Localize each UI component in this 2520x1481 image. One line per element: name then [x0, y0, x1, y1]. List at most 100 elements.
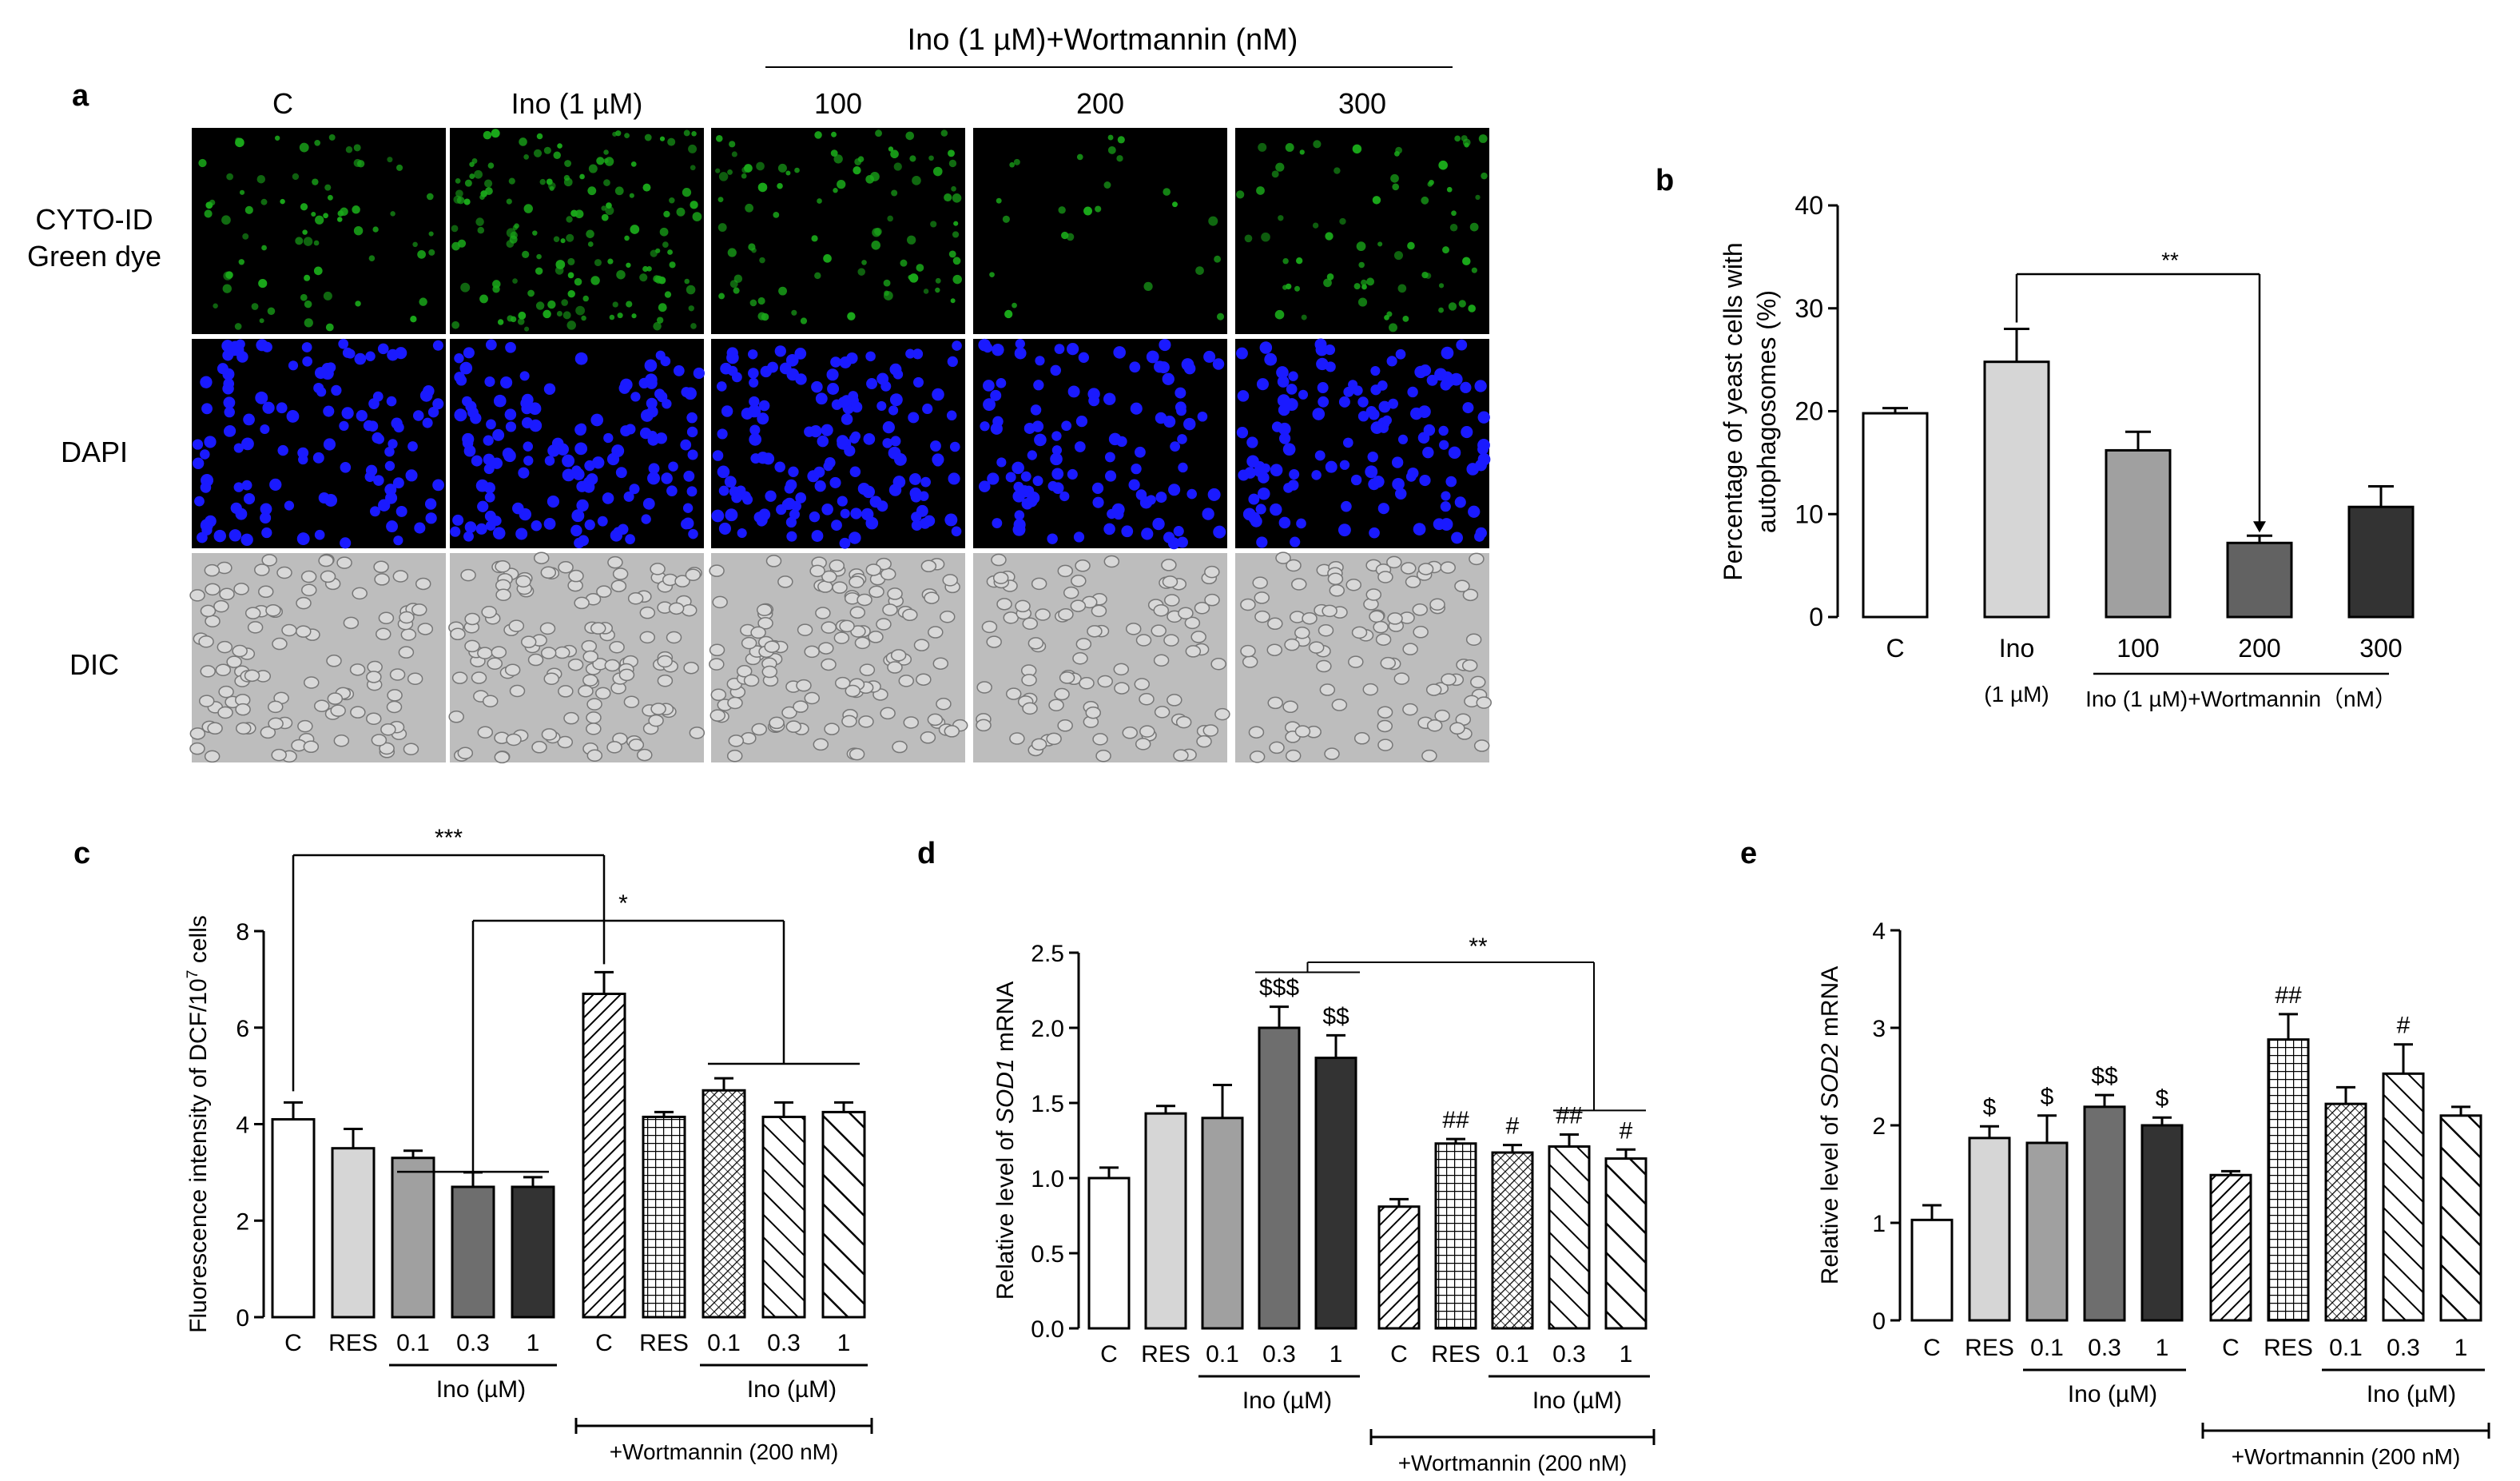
group-label: Ino (µM)	[747, 1376, 837, 1403]
cell-spot	[1117, 136, 1125, 144]
cell-outline	[821, 658, 837, 671]
nucleus-spot	[687, 449, 698, 460]
cell-outline	[481, 606, 497, 619]
cell-spot	[951, 185, 956, 192]
category-label: 0.3	[2088, 1335, 2121, 1361]
nucleus-spot	[233, 482, 244, 492]
cell-spot	[1357, 297, 1368, 307]
cell-spot	[1143, 281, 1153, 292]
y-tick-label: 3	[1872, 1016, 1886, 1042]
nucleus-spot	[1381, 415, 1392, 425]
cell-spot	[639, 273, 648, 282]
cell-outline	[868, 585, 884, 599]
cell-outline	[267, 700, 284, 714]
cell-spot	[483, 130, 492, 140]
nucleus-spot	[821, 424, 833, 436]
cell-spot	[794, 167, 800, 173]
nucleus-spot	[629, 484, 640, 495]
bar	[2382, 1072, 2425, 1322]
cell-spot	[295, 237, 304, 245]
cell-spot	[887, 215, 893, 222]
nucleus-spot	[1197, 411, 1208, 422]
cell-outline	[207, 722, 223, 735]
cell-outline	[205, 615, 221, 627]
cell-outline	[913, 639, 930, 651]
cell-spot	[663, 210, 670, 218]
cell-outline	[586, 723, 602, 735]
cell-outline	[1386, 555, 1402, 569]
cell-spot	[749, 299, 757, 307]
cell-outline	[533, 551, 550, 564]
y-tick-label: 0	[1809, 603, 1823, 631]
cell-outline	[464, 639, 480, 653]
cell-spot	[616, 269, 626, 280]
micrograph-panel: a Ino (1 µM)+Wortmannin (nM) C Ino (1 µM)…	[27, 23, 1493, 764]
nucleus-spot	[1258, 472, 1270, 484]
category-label: 1	[2454, 1335, 2468, 1361]
nucleus-spot	[269, 478, 282, 492]
cell-outline	[709, 709, 726, 722]
nucleus-spot	[1451, 531, 1463, 544]
nucleus-spot	[230, 502, 242, 514]
nucleus-spot	[523, 441, 533, 452]
cell-outline	[477, 726, 494, 739]
nucleus-spot	[783, 497, 796, 510]
nucleus-spot	[1339, 460, 1350, 470]
nucleus-spot	[786, 531, 797, 542]
cell-outline	[1048, 699, 1064, 711]
cell-spot	[1296, 257, 1303, 265]
cell-outline	[1046, 732, 1062, 746]
nucleus-spot	[642, 497, 655, 510]
wortmannin-label: +Wortmannin (200 nM)	[1398, 1451, 1628, 1475]
cell-outline	[582, 674, 598, 687]
cell-spot	[548, 181, 556, 190]
cell-outline	[639, 631, 656, 644]
nucleus-spot	[1113, 346, 1126, 359]
cell-spot	[311, 211, 316, 217]
nucleus-spot	[892, 476, 906, 488]
nucleus-spot	[731, 492, 742, 504]
cell-outline	[1465, 633, 1482, 646]
cell-spot	[1294, 285, 1300, 292]
cell-outline	[407, 672, 423, 686]
cell-spot	[1451, 210, 1457, 217]
cell-spot	[624, 133, 630, 138]
nucleus-spot	[296, 532, 310, 546]
column-label: C	[272, 87, 293, 120]
bar	[451, 1185, 495, 1319]
cell-outline	[920, 731, 936, 744]
cell-outline	[1449, 722, 1465, 735]
cell-outline	[380, 723, 396, 736]
cell-spot	[688, 144, 698, 153]
cell-spot	[715, 135, 723, 142]
cell-spot	[1004, 309, 1013, 319]
nucleus-spot	[314, 367, 327, 380]
panel-letter-b: b	[1655, 164, 1674, 197]
chart-c: c 0 2 4 6 8 C RES 0.1 0.3 1 C RES 0.1 0.3 1 Fluorescence…	[74, 825, 873, 1464]
cell-outline	[726, 749, 743, 762]
cell-outline	[1454, 579, 1470, 593]
cell-outline	[1294, 626, 1310, 639]
cell-spot	[916, 264, 924, 272]
cell-outline	[1405, 575, 1421, 588]
nucleus-spot	[1066, 343, 1079, 356]
nucleus-spot	[356, 409, 368, 422]
nucleus-spot	[774, 461, 785, 473]
nucleus-spot	[682, 517, 694, 530]
nucleus-spot	[477, 500, 489, 512]
cell-outline	[628, 739, 645, 751]
cell-outline	[1122, 727, 1138, 739]
nucleus-spot	[889, 363, 902, 376]
nucleus-spot	[830, 356, 841, 368]
nucleus-spot	[731, 372, 742, 383]
nucleus-spot	[641, 514, 651, 524]
cell-spot	[512, 225, 519, 231]
cell-outline	[582, 650, 598, 663]
nucleus-spot	[432, 340, 443, 351]
nucleus-spot	[1183, 362, 1196, 375]
cell-outline	[541, 728, 558, 741]
cell-outline	[1154, 706, 1171, 719]
y-axis-label: Relative level of SOD1 mRNA	[992, 981, 1019, 1300]
nucleus-spot	[393, 535, 403, 546]
nucleus-spot	[1468, 505, 1481, 518]
